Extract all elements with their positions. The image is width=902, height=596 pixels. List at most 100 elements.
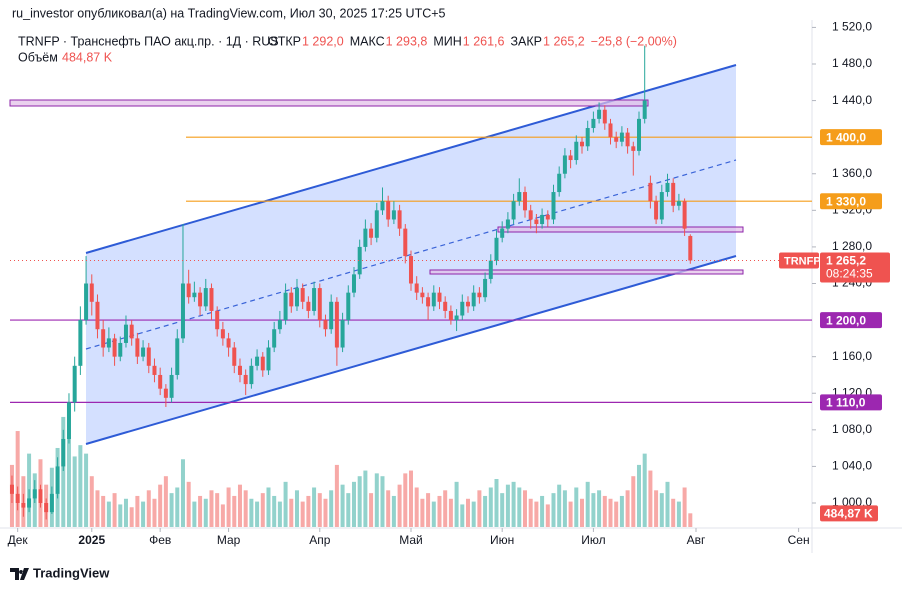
volume-bar (454, 481, 459, 527)
candle-body (585, 128, 590, 147)
volume-bar (659, 493, 664, 527)
volume-badge (820, 505, 878, 522)
x-tick-label: Фев (149, 533, 171, 547)
candle-body (568, 155, 573, 161)
volume-bar (443, 490, 448, 527)
candle-body (220, 329, 225, 339)
x-tick-label: Дек (8, 533, 29, 547)
candle-body (591, 118, 596, 129)
candle-body (437, 292, 442, 302)
x-tick-label: Май (399, 533, 423, 547)
candle-body (511, 201, 516, 220)
legend-label: МАКС (350, 34, 385, 48)
volume-bar (363, 470, 368, 527)
candle-body (363, 228, 368, 247)
candle-body (32, 489, 37, 499)
volume-bar (61, 416, 66, 527)
x-tick-label: Мар (217, 533, 241, 547)
volume-bar (614, 501, 619, 527)
brand: TradingView (33, 565, 110, 580)
volume-bar (312, 487, 317, 527)
candle-body (101, 329, 106, 348)
legend-value: 1 292,0 (302, 34, 344, 48)
volume-bar (648, 470, 653, 527)
candle-body (477, 292, 482, 298)
volume-bar (414, 487, 419, 527)
candle-body (483, 278, 488, 298)
candle-body (426, 297, 431, 307)
volume-bar (460, 504, 465, 527)
volume-bar (215, 493, 220, 527)
candle-body (169, 374, 174, 398)
volume-bar (369, 493, 374, 527)
candle-body (460, 301, 465, 316)
level-badge (820, 394, 882, 411)
channel-upper (85, 64, 737, 254)
volume-bar (676, 501, 681, 527)
volume-bar (374, 473, 379, 527)
volume-bar (391, 495, 396, 527)
volume-bar (597, 490, 602, 527)
candle-body (351, 274, 356, 293)
y-tick-label: 1 160,0 (832, 349, 872, 363)
volume-bar (232, 495, 237, 527)
candle-body (420, 292, 425, 298)
candle-body (562, 155, 567, 174)
volume-bar (129, 507, 134, 527)
candle-body (272, 329, 277, 348)
candle-body (329, 301, 334, 330)
volume-bar (619, 495, 624, 527)
candle-body (522, 192, 527, 211)
volume-bar (334, 464, 339, 527)
volume-bar (266, 487, 271, 527)
candle-body (386, 201, 391, 220)
candle-body (180, 283, 185, 339)
candle-body (317, 288, 322, 321)
volume-bar (448, 498, 453, 527)
candle-body (61, 438, 66, 467)
candle-body (49, 493, 54, 513)
volume-bar (665, 481, 670, 527)
volume-bar (192, 501, 197, 527)
candle-body (659, 192, 664, 220)
volume-bar (283, 481, 288, 527)
volume-bar (471, 501, 476, 527)
volume-badge-label: 484,87 K (824, 506, 873, 520)
candle-body (488, 260, 493, 279)
volume-bar (631, 476, 636, 527)
volume-bar (671, 498, 676, 527)
candle-body (209, 288, 214, 311)
candle-body (141, 347, 146, 357)
candle-body (340, 320, 345, 348)
volume-bar (682, 487, 687, 527)
candle-body (232, 347, 237, 366)
volume-bar (540, 495, 545, 527)
candle-body (226, 338, 231, 348)
volume-bar (346, 493, 351, 527)
y-tick-label: 1 280,0 (832, 239, 872, 253)
volume-bar (78, 445, 83, 527)
volume-bar (237, 484, 242, 527)
zone-box (429, 269, 744, 275)
volume-bar (158, 484, 163, 527)
candle-body (55, 466, 60, 494)
candle-body (636, 118, 641, 151)
price-badge (820, 252, 890, 283)
volume-bar (574, 487, 579, 527)
volume-bar (534, 501, 539, 527)
candle-body (631, 146, 636, 151)
level-badge (820, 129, 882, 146)
volume-bar (289, 498, 294, 527)
candle-body (112, 338, 117, 357)
volume-bar (351, 481, 356, 527)
candle-body (192, 292, 197, 298)
volume-bar (602, 495, 607, 527)
candle-body (443, 301, 448, 311)
y-tick-label: 1 080,0 (832, 422, 872, 436)
volume-bar (101, 495, 106, 527)
volume-bar (437, 495, 442, 527)
candle-body (517, 192, 522, 202)
level-badge (820, 193, 882, 210)
volume-bar (465, 498, 470, 527)
candle-body (642, 100, 647, 119)
